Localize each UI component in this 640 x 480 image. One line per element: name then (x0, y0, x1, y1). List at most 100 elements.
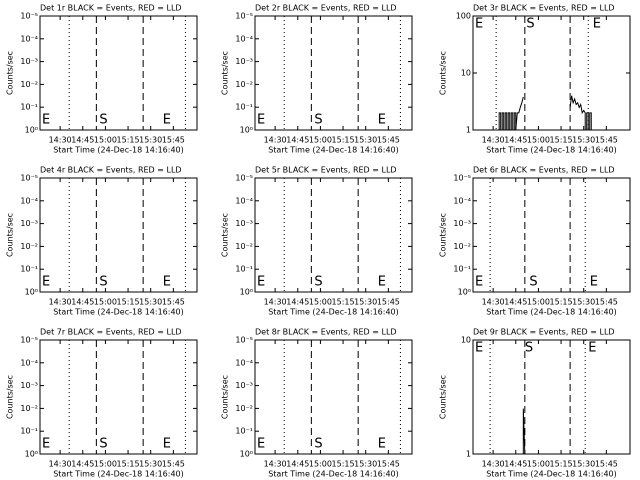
x-tick-label: 15:15 (332, 298, 355, 307)
plot-frame (39, 177, 198, 293)
y-tick-label: 10⁻² (20, 242, 38, 251)
y-tick-label: 10⁻⁴ (453, 196, 471, 205)
x-tick-label: 15:30 (354, 298, 377, 307)
x-tick-label: 14:30 (264, 460, 287, 469)
y-tick-label: 10⁻⁵ (235, 12, 253, 21)
x-tick-label: 14:45 (71, 136, 94, 145)
panel-title: Det 5r BLACK = Events, RED = LLD (255, 166, 397, 175)
y-tick-label: 10⁻⁵ (235, 336, 253, 345)
marker-letter: S (314, 275, 322, 290)
y-tick-label: 10⁻³ (235, 219, 253, 228)
y-tick-label: 10⁻⁴ (235, 358, 253, 367)
x-tick-label: 14:45 (286, 460, 309, 469)
plot-frame (472, 339, 631, 455)
y-tick-label: 10⁻² (235, 404, 253, 413)
y-axis-label: Counts/sec (439, 375, 448, 419)
plot-frame (472, 177, 631, 293)
x-tick-label: 15:30 (572, 460, 595, 469)
y-tick-label: 10⁻⁴ (235, 34, 253, 43)
x-tick-label: 14:30 (264, 136, 287, 145)
y-tick-label: 10⁻¹ (20, 103, 38, 112)
panel-title: Det 1r BLACK = Events, RED = LLD (40, 4, 182, 13)
y-axis-label: Counts/sec (221, 375, 230, 419)
x-tick-label: 15:30 (139, 298, 162, 307)
panel-title: Det 8r BLACK = Events, RED = LLD (255, 328, 397, 337)
x-tick-label: 14:30 (49, 298, 72, 307)
marker-letter: E (257, 275, 265, 290)
x-tick-label: 15:30 (572, 298, 595, 307)
marker-letter: E (475, 341, 483, 356)
x-tick-label: 15:15 (117, 136, 140, 145)
marker-letter: E (475, 275, 483, 290)
y-axis-label: Counts/sec (221, 213, 230, 257)
y-tick-label: 100 (456, 12, 471, 21)
plot-frame (39, 339, 198, 455)
x-tick-label: 14:45 (504, 298, 527, 307)
y-tick-label: 10⁰ (25, 288, 38, 297)
x-tick-label: 15:15 (332, 136, 355, 145)
y-tick-label: 10⁰ (240, 288, 253, 297)
x-tick-label: 14:30 (482, 460, 505, 469)
x-tick-label: 15:15 (550, 460, 573, 469)
x-tick-label: 14:30 (49, 136, 72, 145)
marker-letter: E (42, 275, 50, 290)
x-tick-label: 15:15 (332, 460, 355, 469)
x-tick-label: 14:30 (482, 136, 505, 145)
x-tick-label: 14:30 (49, 460, 72, 469)
x-tick-label: 15:45 (162, 136, 185, 145)
x-tick-label: 15:45 (162, 298, 185, 307)
x-axis-label: Start Time (24-Dec-18 14:16:40) (53, 470, 184, 479)
marker-letter: E (163, 113, 171, 128)
y-tick-label: 10⁻⁵ (453, 174, 471, 183)
plot-frame (254, 15, 413, 131)
x-tick-label: 15:30 (572, 136, 595, 145)
x-tick-label: 15:00 (309, 298, 332, 307)
x-axis-label: Start Time (24-Dec-18 14:16:40) (53, 146, 184, 155)
x-tick-label: 15:15 (550, 136, 573, 145)
y-tick-label: 10⁰ (240, 450, 253, 459)
plot-frame (39, 15, 198, 131)
x-tick-label: 15:45 (162, 460, 185, 469)
x-tick-label: 15:45 (595, 460, 618, 469)
y-axis-label: Counts/sec (6, 213, 15, 257)
y-tick-label: 1 (466, 126, 471, 135)
marker-letter: E (378, 437, 386, 452)
panel-title: Det 6r BLACK = Events, RED = LLD (473, 166, 615, 175)
y-tick-label: 10⁻³ (20, 219, 38, 228)
marker-letter: S (526, 17, 534, 32)
marker-letter: E (163, 275, 171, 290)
y-tick-label: 10⁰ (25, 126, 38, 135)
x-tick-label: 15:45 (377, 460, 400, 469)
y-tick-label: 10⁻⁴ (20, 358, 38, 367)
y-axis-label: Counts/sec (221, 51, 230, 95)
y-tick-label: 10⁻¹ (20, 265, 38, 274)
y-tick-label: 10⁰ (240, 126, 253, 135)
x-axis-label: Start Time (24-Dec-18 14:16:40) (486, 146, 617, 155)
panel-title: Det 7r BLACK = Events, RED = LLD (40, 328, 182, 337)
y-tick-label: 10⁻² (20, 80, 38, 89)
y-tick-label: 10⁻⁴ (235, 196, 253, 205)
y-tick-label: 10⁻³ (20, 381, 38, 390)
y-tick-label: 10⁻² (235, 80, 253, 89)
x-tick-label: 14:45 (71, 298, 94, 307)
x-tick-label: 14:45 (504, 460, 527, 469)
y-axis-label: Counts/sec (439, 213, 448, 257)
x-tick-label: 15:00 (527, 136, 550, 145)
x-axis-label: Start Time (24-Dec-18 14:16:40) (486, 470, 617, 479)
y-tick-label: 1 (466, 450, 471, 459)
x-tick-label: 15:00 (527, 460, 550, 469)
y-tick-label: 10⁻⁵ (235, 174, 253, 183)
x-tick-label: 15:30 (139, 460, 162, 469)
x-tick-label: 15:15 (550, 298, 573, 307)
x-tick-label: 15:45 (377, 136, 400, 145)
y-axis-label: Counts/sec (6, 375, 15, 419)
marker-letter: E (475, 17, 483, 32)
x-tick-label: 15:45 (595, 298, 618, 307)
x-tick-label: 15:00 (94, 136, 117, 145)
y-tick-label: 10 (461, 336, 471, 345)
y-tick-label: 10⁰ (25, 450, 38, 459)
x-tick-label: 14:45 (286, 298, 309, 307)
x-tick-label: 15:30 (139, 136, 162, 145)
